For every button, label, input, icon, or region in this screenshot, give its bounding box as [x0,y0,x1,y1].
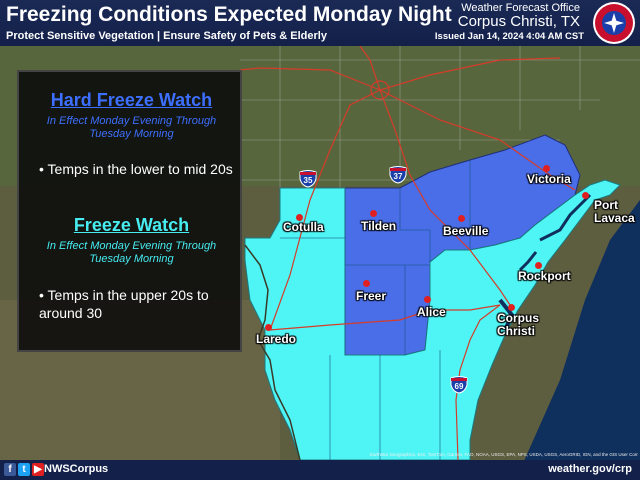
city-dot-corpus-christi [508,304,515,311]
footer-bar [0,460,640,480]
freeze-watch-bullet: • Temps in the upper 20s to around 30 [39,286,239,322]
watch-info-panel: Hard Freeze Watch In Effect Monday Eveni… [17,70,242,352]
city-dot-freer [363,280,370,287]
hard-freeze-watch-effective: In Effect Monday Evening Through Tuesday… [46,115,217,140]
header-bar: Freezing Conditions Expected Monday Nigh… [0,0,640,46]
hard-freeze-watch-title: Hard Freeze Watch [50,90,213,110]
city-label-rockport: Rockport [518,269,571,283]
city-label-victoria: Victoria [527,172,571,186]
city-label-corpus-christi: Corpus Christi [497,311,539,338]
social-handle[interactable]: NWSCorpus [44,463,109,475]
city-label-alice: Alice [417,305,446,319]
social-icons: f t ▶ [4,463,44,476]
bullet-icon: • [39,161,48,177]
city-label-tilden: Tilden [361,219,397,233]
website-link[interactable]: weather.gov/crp [548,463,632,475]
facebook-icon[interactable]: f [4,463,16,476]
office-label: Weather Forecast Office [461,2,580,14]
interstate-69-shield: 69 [450,376,468,394]
youtube-icon[interactable]: ▶ [32,463,44,476]
bullet-icon: • [39,287,48,303]
city-dot-port-lavaca [582,192,589,199]
city-dot-alice [424,296,431,303]
issued-timestamp: Issued Jan 14, 2024 4:04 AM CST [434,31,584,42]
city-label-laredo: Laredo [256,332,297,346]
city-label-port-lavaca: Port Lavaca [594,198,635,225]
city-label-freer: Freer [356,289,387,303]
hard-freeze-watch-bullet-text: Temps in the lower to mid 20s [47,161,233,177]
twitter-icon[interactable]: t [18,463,30,476]
city-label-beeville: Beeville [443,224,489,238]
interstate-37-shield: 37 [389,166,407,184]
page-subtitle: Protect Sensitive Vegetation | Ensure Sa… [6,30,327,42]
map-credits: Earthstar Geographics, Esri, TomTom, Gar… [370,452,638,457]
svg-text:37: 37 [394,172,403,181]
city-dot-cotulla [296,214,303,221]
highways [239,45,576,461]
gulf-of-mexico [520,200,640,470]
freeze-watch-bullet-text: Temps in the upper 20s to around 30 [39,287,209,321]
page-title: Freezing Conditions Expected Monday Nigh… [6,3,452,26]
city-dot-rockport [535,262,542,269]
city-dot-beeville [458,215,465,222]
hard-freeze-watch-bullet: • Temps in the lower to mid 20s [39,160,239,178]
city-dot-tilden [370,210,377,217]
freeze-watch-effective: In Effect Monday Evening Through Tuesday… [46,240,217,265]
interstate-35-shield: 35 [299,170,317,188]
nws-logo-icon [593,2,635,44]
freeze-zone [244,179,621,461]
freeze-watch-title: Freeze Watch [73,215,190,235]
city-dot-victoria [543,165,550,172]
office-name: Corpus Christi, TX [457,13,580,30]
city-label-cotulla: Cotulla [283,220,324,234]
svg-text:35: 35 [304,176,313,185]
svg-text:69: 69 [455,382,464,391]
city-dot-laredo [265,324,272,331]
